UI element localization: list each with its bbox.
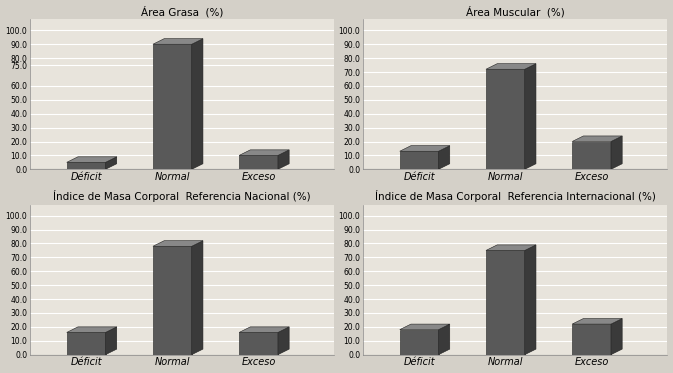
Polygon shape bbox=[67, 157, 116, 162]
Polygon shape bbox=[572, 136, 622, 141]
Polygon shape bbox=[486, 64, 536, 69]
Polygon shape bbox=[400, 330, 439, 355]
Polygon shape bbox=[611, 136, 622, 169]
Title: Área Grasa  (%): Área Grasa (%) bbox=[141, 6, 223, 17]
Title: Índice de Masa Corporal  Referencia Nacional (%): Índice de Masa Corporal Referencia Nacio… bbox=[53, 191, 311, 203]
Title: Área Muscular  (%): Área Muscular (%) bbox=[466, 6, 565, 17]
Polygon shape bbox=[278, 150, 289, 169]
Polygon shape bbox=[439, 146, 450, 169]
Polygon shape bbox=[486, 250, 525, 355]
Polygon shape bbox=[572, 324, 611, 355]
Polygon shape bbox=[67, 332, 106, 355]
Polygon shape bbox=[153, 44, 192, 169]
Polygon shape bbox=[400, 151, 439, 169]
Polygon shape bbox=[153, 246, 192, 355]
Title: Índice de Masa Corporal  Referencia Internacional (%): Índice de Masa Corporal Referencia Inter… bbox=[375, 191, 656, 203]
Polygon shape bbox=[486, 69, 525, 169]
Polygon shape bbox=[239, 150, 289, 156]
Polygon shape bbox=[106, 327, 116, 355]
Polygon shape bbox=[106, 157, 116, 169]
Polygon shape bbox=[153, 39, 203, 44]
Polygon shape bbox=[153, 241, 203, 246]
Polygon shape bbox=[611, 319, 622, 355]
Polygon shape bbox=[192, 241, 203, 355]
Polygon shape bbox=[400, 324, 450, 330]
Polygon shape bbox=[239, 327, 289, 332]
Polygon shape bbox=[67, 327, 116, 332]
Polygon shape bbox=[572, 319, 622, 324]
Polygon shape bbox=[239, 156, 278, 169]
Polygon shape bbox=[439, 324, 450, 355]
Polygon shape bbox=[67, 162, 106, 169]
Polygon shape bbox=[278, 327, 289, 355]
Polygon shape bbox=[239, 332, 278, 355]
Polygon shape bbox=[486, 245, 536, 250]
Polygon shape bbox=[525, 245, 536, 355]
Polygon shape bbox=[572, 141, 611, 169]
Polygon shape bbox=[192, 39, 203, 169]
Polygon shape bbox=[525, 64, 536, 169]
Polygon shape bbox=[400, 146, 450, 151]
